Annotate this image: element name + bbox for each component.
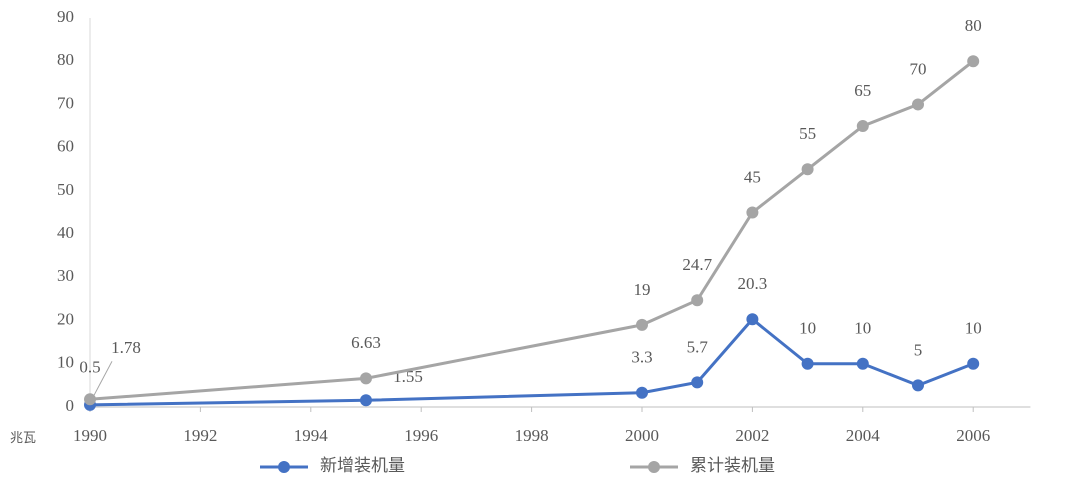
data-label: 55 (799, 124, 816, 143)
data-label: 5 (914, 340, 923, 359)
data-label: 3.3 (631, 348, 652, 367)
y-tick-label: 90 (57, 7, 74, 26)
series-line (89, 317, 974, 407)
series-point (691, 376, 704, 389)
y-tick-label: 30 (57, 266, 74, 285)
data-label: 10 (799, 319, 816, 338)
series-point (636, 318, 648, 331)
data-label: 20.3 (738, 274, 768, 293)
legend-marker (648, 461, 660, 473)
series-point (636, 386, 648, 399)
series-point (801, 357, 814, 370)
x-tick-label: 2000 (625, 426, 659, 445)
series-line (89, 60, 975, 401)
series-point (967, 55, 980, 68)
series-point (912, 98, 924, 111)
series-point (912, 379, 924, 392)
y-tick-label: 20 (57, 309, 74, 328)
series-point (967, 357, 980, 370)
data-label: 24.7 (682, 255, 712, 274)
data-label: 65 (854, 81, 871, 100)
y-tick-label: 40 (57, 223, 74, 242)
y-unit: 兆瓦 (10, 430, 36, 445)
data-label: 6.63 (351, 333, 381, 352)
data-label: 19 (634, 280, 651, 299)
x-tick-label: 2004 (846, 426, 881, 445)
data-label: 5.7 (687, 337, 709, 356)
data-label: 1.78 (111, 338, 141, 357)
series-point (691, 294, 704, 307)
y-tick-label: 0 (66, 396, 75, 415)
data-label: 45 (744, 167, 761, 186)
x-tick-label: 2002 (735, 426, 769, 445)
legend-label: 新增装机量 (320, 456, 405, 475)
y-tick-label: 60 (57, 137, 74, 156)
legend-marker (278, 461, 290, 473)
x-tick-label: 1990 (73, 426, 107, 445)
x-tick-label: 2006 (956, 426, 990, 445)
series-point (801, 163, 814, 176)
leader-line (93, 361, 113, 396)
data-label: 70 (910, 59, 927, 78)
x-tick-label: 1996 (404, 426, 438, 445)
x-tick-label: 1992 (183, 426, 217, 445)
x-tick-label: 1994 (294, 426, 329, 445)
y-tick-label: 80 (57, 50, 74, 69)
y-tick-label: 70 (57, 93, 74, 112)
series-point (84, 393, 96, 406)
series-point (746, 313, 759, 326)
data-label: 0.5 (79, 358, 100, 377)
data-label: 10 (965, 319, 982, 338)
x-tick-label: 1998 (515, 426, 549, 445)
series-point (856, 357, 869, 370)
series-point (856, 120, 869, 133)
y-tick-label: 50 (57, 180, 74, 199)
data-label: 10 (854, 319, 871, 338)
series-point (746, 206, 759, 219)
legend-label: 累计装机量 (690, 456, 775, 475)
series-point (360, 394, 372, 407)
y-tick-label: 10 (57, 353, 74, 372)
data-label: 80 (965, 16, 982, 35)
series-point (360, 372, 372, 385)
